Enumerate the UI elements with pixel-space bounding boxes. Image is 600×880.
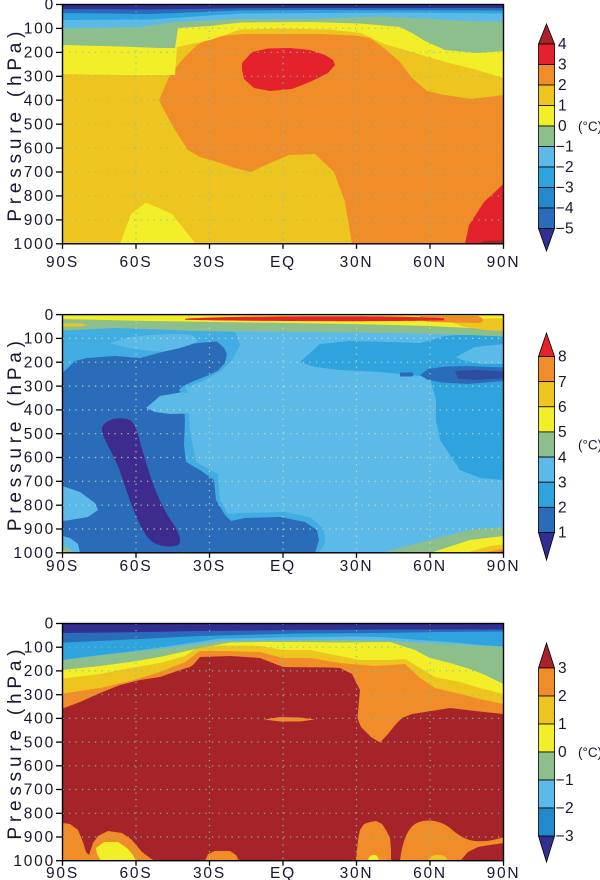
svg-text:2: 2 bbox=[558, 500, 567, 517]
svg-text:90N: 90N bbox=[487, 865, 521, 880]
svg-text:1: 1 bbox=[558, 716, 567, 733]
svg-text:600: 600 bbox=[24, 450, 55, 467]
svg-text:30N: 30N bbox=[340, 558, 374, 575]
svg-text:5: 5 bbox=[558, 424, 567, 441]
svg-text:2: 2 bbox=[558, 688, 567, 705]
svg-text:600: 600 bbox=[24, 140, 55, 157]
svg-text:4: 4 bbox=[558, 449, 567, 466]
svg-text:900: 900 bbox=[24, 829, 55, 846]
svg-text:200: 200 bbox=[24, 354, 55, 371]
svg-text:1000: 1000 bbox=[13, 853, 55, 870]
svg-text:8: 8 bbox=[558, 349, 567, 366]
svg-text:−1: −1 bbox=[556, 772, 575, 789]
svg-text:800: 800 bbox=[24, 806, 55, 823]
svg-text:200: 200 bbox=[24, 45, 55, 62]
svg-text:100: 100 bbox=[24, 331, 55, 348]
svg-text:400: 400 bbox=[24, 711, 55, 728]
svg-text:100: 100 bbox=[24, 21, 55, 38]
svg-text:500: 500 bbox=[24, 116, 55, 133]
svg-text:−3: −3 bbox=[556, 180, 575, 197]
svg-text:1: 1 bbox=[558, 525, 567, 542]
svg-text:0: 0 bbox=[558, 744, 567, 761]
svg-text:(°C): (°C) bbox=[578, 438, 600, 453]
svg-text:30S: 30S bbox=[193, 865, 226, 880]
svg-text:0: 0 bbox=[558, 118, 567, 135]
svg-text:30N: 30N bbox=[340, 865, 374, 880]
svg-text:Pressure (hPa): Pressure (hPa) bbox=[5, 336, 26, 531]
svg-text:Pressure (hPa): Pressure (hPa) bbox=[5, 645, 26, 840]
svg-text:90S: 90S bbox=[46, 865, 79, 880]
svg-text:800: 800 bbox=[24, 188, 55, 205]
svg-text:7: 7 bbox=[558, 374, 567, 391]
svg-text:3: 3 bbox=[558, 57, 567, 74]
svg-text:0: 0 bbox=[45, 616, 55, 633]
svg-text:700: 700 bbox=[24, 474, 55, 491]
svg-text:(°C): (°C) bbox=[578, 119, 600, 134]
svg-text:90N: 90N bbox=[487, 558, 521, 575]
svg-text:60N: 60N bbox=[413, 558, 447, 575]
svg-text:900: 900 bbox=[24, 521, 55, 538]
svg-text:60S: 60S bbox=[120, 865, 153, 880]
svg-text:400: 400 bbox=[24, 402, 55, 419]
svg-text:2: 2 bbox=[558, 77, 567, 94]
svg-text:−5: −5 bbox=[556, 221, 575, 238]
svg-text:3: 3 bbox=[558, 660, 567, 677]
svg-text:(°C): (°C) bbox=[578, 745, 600, 760]
svg-text:800: 800 bbox=[24, 497, 55, 514]
svg-text:90S: 90S bbox=[46, 558, 79, 575]
svg-text:60S: 60S bbox=[120, 254, 153, 271]
svg-text:60N: 60N bbox=[413, 254, 447, 271]
svg-text:700: 700 bbox=[24, 782, 55, 799]
svg-text:30S: 30S bbox=[193, 254, 226, 271]
svg-text:6: 6 bbox=[558, 399, 567, 416]
svg-text:900: 900 bbox=[24, 212, 55, 229]
svg-text:−3: −3 bbox=[556, 828, 575, 845]
svg-text:−2: −2 bbox=[556, 159, 575, 176]
svg-text:1000: 1000 bbox=[13, 545, 55, 562]
svg-text:600: 600 bbox=[24, 758, 55, 775]
svg-text:−2: −2 bbox=[556, 800, 575, 817]
svg-text:300: 300 bbox=[24, 378, 55, 395]
svg-text:90S: 90S bbox=[46, 254, 79, 271]
svg-text:400: 400 bbox=[24, 92, 55, 109]
svg-text:1: 1 bbox=[558, 98, 567, 115]
svg-text:300: 300 bbox=[24, 69, 55, 86]
svg-text:90N: 90N bbox=[487, 254, 521, 271]
svg-text:60N: 60N bbox=[413, 865, 447, 880]
svg-text:Pressure (hPa): Pressure (hPa) bbox=[5, 27, 26, 222]
svg-text:200: 200 bbox=[24, 663, 55, 680]
svg-text:EQ: EQ bbox=[270, 865, 296, 880]
svg-text:0: 0 bbox=[45, 307, 55, 324]
svg-text:3: 3 bbox=[558, 474, 567, 491]
svg-text:300: 300 bbox=[24, 687, 55, 704]
svg-text:500: 500 bbox=[24, 734, 55, 751]
svg-text:EQ: EQ bbox=[270, 558, 296, 575]
svg-text:−1: −1 bbox=[556, 139, 575, 156]
svg-text:−4: −4 bbox=[556, 200, 575, 217]
svg-text:60S: 60S bbox=[120, 558, 153, 575]
svg-text:30S: 30S bbox=[193, 558, 226, 575]
svg-text:100: 100 bbox=[24, 639, 55, 656]
svg-text:4: 4 bbox=[558, 36, 567, 53]
svg-text:1000: 1000 bbox=[13, 236, 55, 253]
svg-text:30N: 30N bbox=[340, 254, 374, 271]
svg-text:0: 0 bbox=[45, 0, 55, 14]
svg-text:700: 700 bbox=[24, 164, 55, 181]
svg-text:500: 500 bbox=[24, 426, 55, 443]
svg-text:EQ: EQ bbox=[270, 254, 296, 271]
